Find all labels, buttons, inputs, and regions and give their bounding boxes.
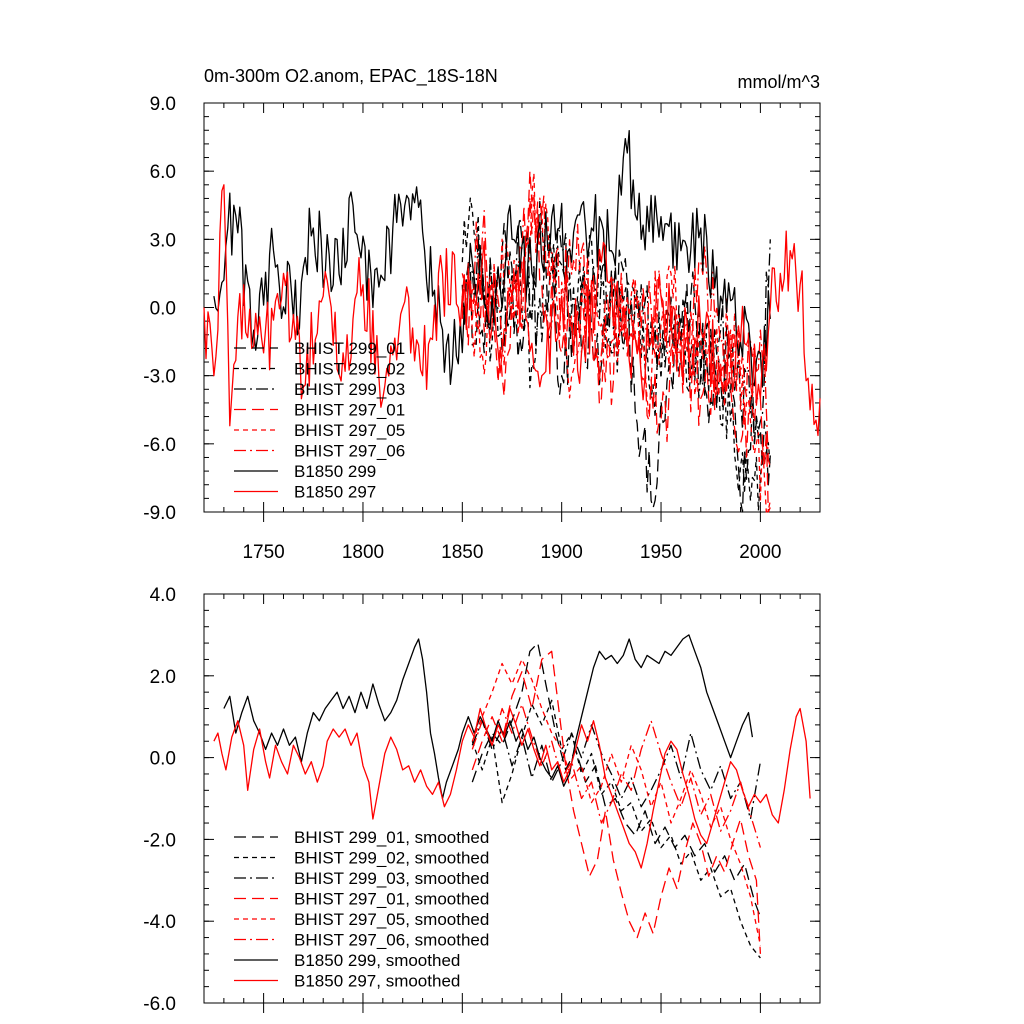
legend-label-bhist-297-01: BHIST 297_01 xyxy=(294,401,405,420)
series-line-bhist-297-06-smoothed xyxy=(471,703,762,848)
bottom-y-tick-label: -2.0 xyxy=(143,830,176,851)
legend-label-bhist-297-05-smoothed: BHIST 297_05, smoothed xyxy=(294,910,489,929)
legend-label-bhist-299-03: BHIST 299_03 xyxy=(294,380,405,399)
bottom-panel-ticks: 4.0 2.0 0.0 -2.0 -4.0 -6.0 xyxy=(143,585,821,1015)
series-line-b1850-297 xyxy=(203,184,821,437)
bottom-panel-frame xyxy=(203,593,821,1004)
legend-label-bhist-299-02: BHIST 299_02 xyxy=(294,360,405,379)
series-line-bhist-297-01 xyxy=(461,170,771,513)
series-line-b1850-297-smoothed xyxy=(213,707,811,869)
legend-label-bhist-299-02-smoothed: BHIST 299_02, smoothed xyxy=(294,849,489,868)
series-line-bhist-297-01-smoothed xyxy=(471,650,762,954)
bottom-y-tick-label: 0.0 xyxy=(150,749,176,770)
series-line-b1850-299-smoothed xyxy=(223,634,754,800)
top-y-tick-label: 9.0 xyxy=(150,94,176,115)
bottom-panel-series xyxy=(213,634,811,959)
top-panel-title: 0m-300m O2.anom, EPAC_18S-18N xyxy=(204,66,498,87)
legend-label-b1850-297-smoothed: B1850 297, smoothed xyxy=(294,972,460,991)
bottom-y-tick-label: 2.0 xyxy=(150,667,176,688)
top-x-tick-label: 1800 xyxy=(342,542,384,563)
top-y-tick-label: 6.0 xyxy=(150,162,176,183)
top-x-tick-label: 2000 xyxy=(739,542,781,563)
top-y-tick-label: -6.0 xyxy=(143,435,176,456)
legend-label-bhist-299-01: BHIST 299_01 xyxy=(294,339,405,358)
top-x-tick-label: 1750 xyxy=(242,542,284,563)
top-x-tick-label: 1850 xyxy=(441,542,483,563)
bottom-panel: 4.0 2.0 0.0 -2.0 -4.0 -6.0 BHIST 299_01, smoo… xyxy=(143,585,821,1015)
bottom-y-tick-label: 4.0 xyxy=(150,585,176,606)
top-panel: 0m-300m O2.anom, EPAC_18S-18N mmol/m^3 1… xyxy=(143,66,821,563)
legend-label-bhist-297-01-smoothed: BHIST 297_01, smoothed xyxy=(294,890,489,909)
series-line-b1850-299 xyxy=(213,129,771,388)
top-y-tick-label: 3.0 xyxy=(150,230,176,251)
top-panel-ticks: 1750 1800 1850 1900 1950 2000 9.0 6.0 3.0 0.0 -3.0… xyxy=(143,94,821,563)
top-y-tick-label: -3.0 xyxy=(143,367,176,388)
top-y-tick-label: -9.0 xyxy=(143,503,176,524)
series-line-bhist-299-01-smoothed xyxy=(471,642,762,918)
legend-label-bhist-299-01-smoothed: BHIST 299_01, smoothed xyxy=(294,828,489,847)
top-panel-series xyxy=(203,129,821,513)
series-line-bhist-299-03-smoothed xyxy=(471,720,762,820)
top-panel-units: mmol/m^3 xyxy=(738,72,820,92)
bottom-panel-legend: BHIST 299_01, smoothed BHIST 299_02, smoo… xyxy=(234,828,489,991)
legend-label-bhist-297-06-smoothed: BHIST 297_06, smoothed xyxy=(294,931,489,950)
series-line-bhist-297-05 xyxy=(461,172,771,513)
top-y-tick-label: 0.0 xyxy=(150,299,176,320)
legend-label-b1850-299-smoothed: B1850 299, smoothed xyxy=(294,951,460,970)
series-line-bhist-297-06 xyxy=(461,195,771,467)
series-line-bhist-297-05-smoothed xyxy=(471,658,762,946)
legend-label-b1850-299: B1850 299 xyxy=(294,462,376,481)
legend-label-bhist-299-03-smoothed: BHIST 299_03, smoothed xyxy=(294,869,489,888)
legend-label-bhist-297-06: BHIST 297_06 xyxy=(294,442,405,461)
top-x-tick-label: 1950 xyxy=(640,542,682,563)
legend-label-b1850-297: B1850 297 xyxy=(294,483,376,502)
bottom-y-tick-label: -4.0 xyxy=(143,912,176,933)
legend-label-bhist-297-05: BHIST 297_05 xyxy=(294,421,405,440)
bottom-y-tick-label: -6.0 xyxy=(143,994,176,1015)
top-x-tick-label: 1900 xyxy=(541,542,583,563)
